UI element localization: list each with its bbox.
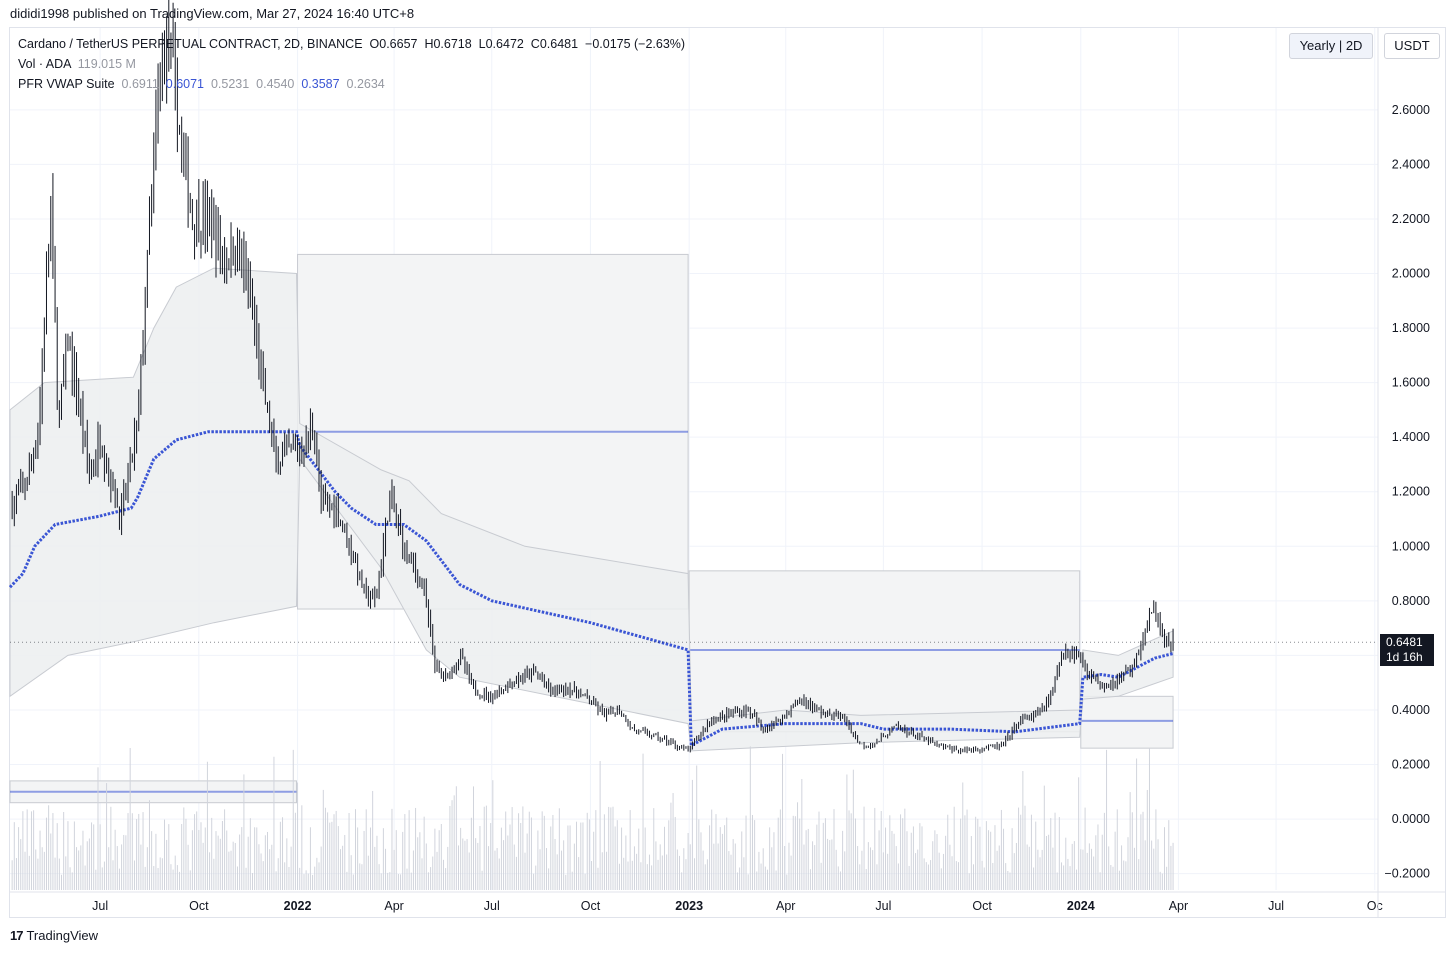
publisher-header: dididi1998 published on TradingView.com,…: [10, 6, 415, 21]
indicator-value-5: 0.3587: [301, 77, 340, 91]
y-tick-label: −0.2000: [1384, 867, 1430, 881]
indicator-row: PFR VWAP Suite 0.6911 0.6071 0.5231 0.45…: [18, 74, 685, 94]
y-tick-label: 1.0000: [1392, 539, 1430, 553]
footer: 17 TradingView: [10, 928, 98, 943]
low-label: L: [478, 37, 486, 51]
symbol-row: Cardano / TetherUS PERPETUAL CONTRACT, 2…: [18, 34, 685, 54]
open-value: 0.6657: [379, 37, 418, 51]
low-value: 0.6472: [485, 37, 524, 51]
y-tick-label: 1.8000: [1392, 321, 1430, 335]
x-tick-label: Apr: [776, 899, 795, 913]
x-tick-label: Jul: [92, 899, 108, 913]
tradingview-logo-icon: 17: [10, 928, 24, 943]
high-value: 0.6718: [433, 37, 472, 51]
x-tick-label: Oct: [972, 899, 992, 913]
period-button[interactable]: Yearly | 2D: [1289, 33, 1373, 59]
y-tick-label: 2.0000: [1392, 267, 1430, 281]
high-label: H: [424, 37, 434, 51]
x-tick-label: Jul: [875, 899, 891, 913]
x-tick-label: Oct: [581, 899, 601, 913]
y-tick-label: 2.6000: [1392, 103, 1430, 117]
y-tick-label: 2.2000: [1392, 212, 1430, 226]
y-tick-label: 0.2000: [1392, 758, 1430, 772]
close-value: 0.6481: [539, 37, 579, 51]
y-tick-label: 1.6000: [1392, 376, 1430, 390]
bar-countdown: 1d 16h: [1386, 650, 1423, 664]
x-tick-label: 2023: [675, 899, 703, 913]
y-tick-label: 0.4000: [1392, 703, 1430, 717]
x-tick-label: Apr: [1169, 899, 1188, 913]
x-tick-label: Oct: [189, 899, 209, 913]
indicator-value-4: 0.4540: [256, 77, 295, 91]
last-price-badge: 0.6481 1d 16h: [1380, 634, 1434, 666]
symbol-title: Cardano / TetherUS PERPETUAL CONTRACT, 2…: [18, 37, 363, 51]
x-tick-label: Oc: [1367, 899, 1383, 913]
y-tick-label: 1.2000: [1392, 485, 1430, 499]
indicator-value-2: 0.6071: [165, 77, 205, 91]
y-tick-label: 0.0000: [1392, 812, 1430, 826]
tradingview-brand: TradingView: [26, 928, 99, 943]
x-tick-label: Jul: [484, 899, 500, 913]
vwap-line: [8, 430, 1174, 748]
x-tick-label: Apr: [384, 899, 403, 913]
close-label: C: [530, 37, 540, 51]
indicator-label: PFR VWAP Suite: [18, 77, 115, 91]
x-tick-label: 2024: [1067, 899, 1095, 913]
x-tick-label: 2022: [284, 899, 312, 913]
volume-value: 119.015 M: [77, 57, 136, 71]
y-tick-label: 1.4000: [1392, 430, 1430, 444]
y-tick-label: 2.4000: [1392, 157, 1430, 171]
yearly-vwap-box: [1080, 695, 1174, 749]
indicator-value-6: 0.2634: [346, 77, 385, 91]
chart-legend: Cardano / TetherUS PERPETUAL CONTRACT, 2…: [18, 34, 685, 94]
currency-button[interactable]: USDT: [1384, 33, 1440, 59]
volume-row: Vol · ADA 119.015 M: [18, 54, 685, 74]
yearly-vwap-box: [688, 570, 1081, 733]
indicator-value-3: 0.5231: [210, 77, 250, 91]
last-price-value: 0.6481: [1386, 635, 1423, 649]
volume-label: Vol · ADA: [18, 57, 71, 71]
x-tick-label: Jul: [1268, 899, 1284, 913]
indicator-value-1: 0.6911: [121, 77, 159, 91]
change-value: −0.0175 (−2.63%): [585, 37, 686, 51]
open-label: O: [369, 37, 380, 51]
y-tick-label: 0.8000: [1392, 594, 1430, 608]
